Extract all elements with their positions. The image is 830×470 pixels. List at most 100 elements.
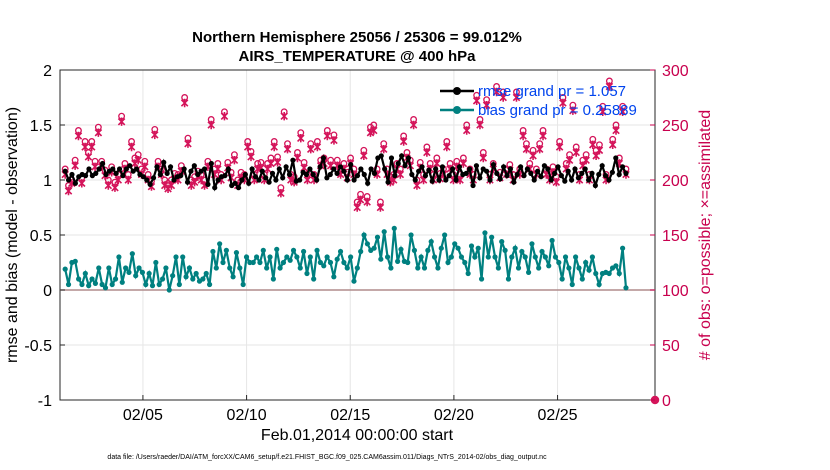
bias-point: [536, 265, 542, 271]
obs-possible-point: [599, 102, 607, 110]
rmse-point: [157, 171, 163, 178]
bias-point: [220, 259, 226, 266]
rmse-point: [195, 171, 201, 178]
rmse-point: [623, 170, 629, 176]
rmse-point: [552, 170, 558, 176]
bias-point: [230, 274, 236, 280]
bias-point: [455, 245, 461, 251]
rmse-point: [399, 153, 405, 159]
bias-point: [253, 254, 260, 260]
bias-point: [351, 278, 357, 284]
bias-point: [515, 265, 522, 271]
bias-point: [112, 276, 119, 282]
rmse-series: [62, 152, 629, 192]
obs-possible-point: [134, 151, 142, 159]
rmse-point: [392, 173, 398, 179]
rmse-point: [365, 180, 371, 186]
obs-possible-point: [539, 127, 547, 134]
obs-possible-point: [294, 149, 301, 156]
bias-point: [502, 247, 508, 253]
legend-rmse-label: rmse grand pr = 1.057: [478, 83, 626, 100]
obs-possible-point: [619, 102, 627, 110]
rmse-point: [354, 173, 361, 179]
bias-point: [364, 241, 371, 247]
rmse-point: [555, 164, 561, 170]
rmse-point: [65, 177, 72, 183]
obs-possible-point: [592, 146, 600, 154]
bias-point: [176, 281, 182, 288]
bias-point: [576, 265, 582, 271]
obs-possible-point: [589, 135, 597, 143]
obs-possible-point: [612, 121, 620, 129]
bias-point: [327, 259, 334, 266]
rmse-point: [307, 166, 313, 172]
rmse-point: [150, 175, 157, 181]
obs-possible-point: [360, 146, 368, 154]
bias-point: [525, 269, 532, 275]
obs-possible-point: [513, 88, 520, 96]
rmse-point: [171, 177, 177, 183]
bias-point: [136, 265, 142, 271]
rmse-point: [463, 170, 469, 176]
bias-point: [156, 281, 162, 288]
obs-possible-point: [453, 157, 461, 165]
bias-point: [284, 254, 290, 260]
bias-point: [485, 254, 491, 260]
obs-possible-point: [270, 138, 278, 145]
bias-line: [64, 228, 628, 291]
bias-point: [311, 276, 317, 282]
bias-point: [388, 265, 394, 271]
bias-point: [519, 248, 525, 255]
bias-point: [431, 254, 438, 260]
rmse-point: [252, 174, 259, 180]
rmse-point: [310, 171, 316, 178]
bias-point: [86, 283, 92, 289]
bias-point: [616, 270, 622, 277]
bias-point: [384, 254, 391, 260]
bias-point: [589, 254, 595, 260]
rmse-point: [191, 163, 197, 169]
bias-point: [596, 281, 602, 288]
rmse-point: [426, 167, 432, 173]
bias-point: [106, 265, 112, 271]
obs-possible-point: [357, 190, 364, 198]
obs-possible-point: [340, 160, 348, 167]
x-tick-label: 02/20: [434, 407, 474, 424]
rmse-point: [596, 171, 602, 178]
obs-possible-point: [111, 178, 119, 186]
rmse-point: [351, 177, 357, 183]
rmse-point: [273, 177, 279, 183]
rmse-point: [616, 171, 622, 178]
rmse-point: [592, 182, 598, 189]
bias-point: [314, 247, 320, 253]
bias-point: [509, 254, 515, 260]
rmse-point: [62, 168, 68, 174]
obs-possible-point: [254, 160, 262, 167]
rmse-point: [388, 155, 395, 161]
bias-point: [495, 265, 501, 271]
obs-possible-point: [88, 138, 96, 145]
rmse-point: [280, 175, 286, 181]
bias-point: [562, 254, 569, 260]
rmse-point: [290, 157, 296, 163]
obs-possible-point: [476, 116, 484, 123]
bias-point: [287, 257, 293, 263]
bias-point: [76, 276, 82, 282]
obs-possible-point: [124, 171, 132, 178]
obs-possible-point: [327, 156, 335, 164]
rmse-point: [69, 171, 75, 178]
rmse-point: [116, 166, 123, 172]
bias-point: [304, 270, 310, 277]
rmse-point: [269, 170, 276, 176]
bias-point: [532, 254, 538, 260]
obs-possible-point: [376, 198, 384, 206]
bias-point: [163, 265, 169, 271]
rmse-point: [487, 177, 493, 183]
bias-point: [458, 254, 465, 260]
obs-possible-point: [595, 141, 603, 149]
rmse-point: [147, 181, 153, 187]
rmse-point: [511, 179, 517, 185]
obs-possible-point: [330, 131, 338, 139]
bias-point: [445, 259, 451, 266]
rmse-point: [558, 173, 564, 179]
